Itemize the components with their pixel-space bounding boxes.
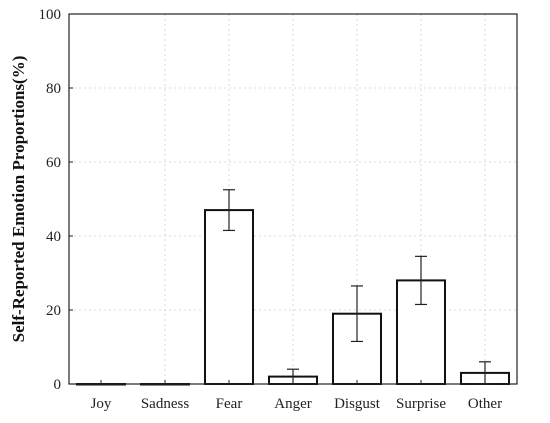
x-tick-label: Surprise — [396, 396, 446, 412]
y-tick-label: 20 — [46, 303, 61, 319]
x-tick-label: Anger — [274, 396, 312, 412]
x-tick-label: Joy — [91, 396, 112, 412]
x-tick-label: Sadness — [141, 396, 189, 412]
x-tick-label: Fear — [216, 396, 243, 412]
plot-frame — [68, 13, 518, 385]
y-tick-label: 40 — [46, 229, 61, 245]
y-tick-label: 60 — [46, 155, 61, 171]
error-bar-disgust — [351, 285, 363, 343]
x-tick-label: Other — [468, 396, 502, 412]
y-tick-label: 100 — [39, 7, 62, 23]
error-bar-surprise — [415, 255, 427, 306]
grid-layer — [69, 14, 517, 384]
error-bar-fear — [223, 189, 235, 232]
x-tick-label: Disgust — [334, 396, 381, 412]
y-tick-label: 80 — [46, 81, 61, 97]
axes-layer: 0 20 40 60 80 100 Joy Sadness Fear Anger Disgust Su… — [39, 7, 518, 412]
bars-layer — [76, 189, 510, 386]
y-tick-label: 0 — [54, 377, 62, 393]
y-axis-label: Self-Reported Emotion Proportions(%) — [9, 56, 28, 343]
bar-fear — [204, 209, 254, 385]
